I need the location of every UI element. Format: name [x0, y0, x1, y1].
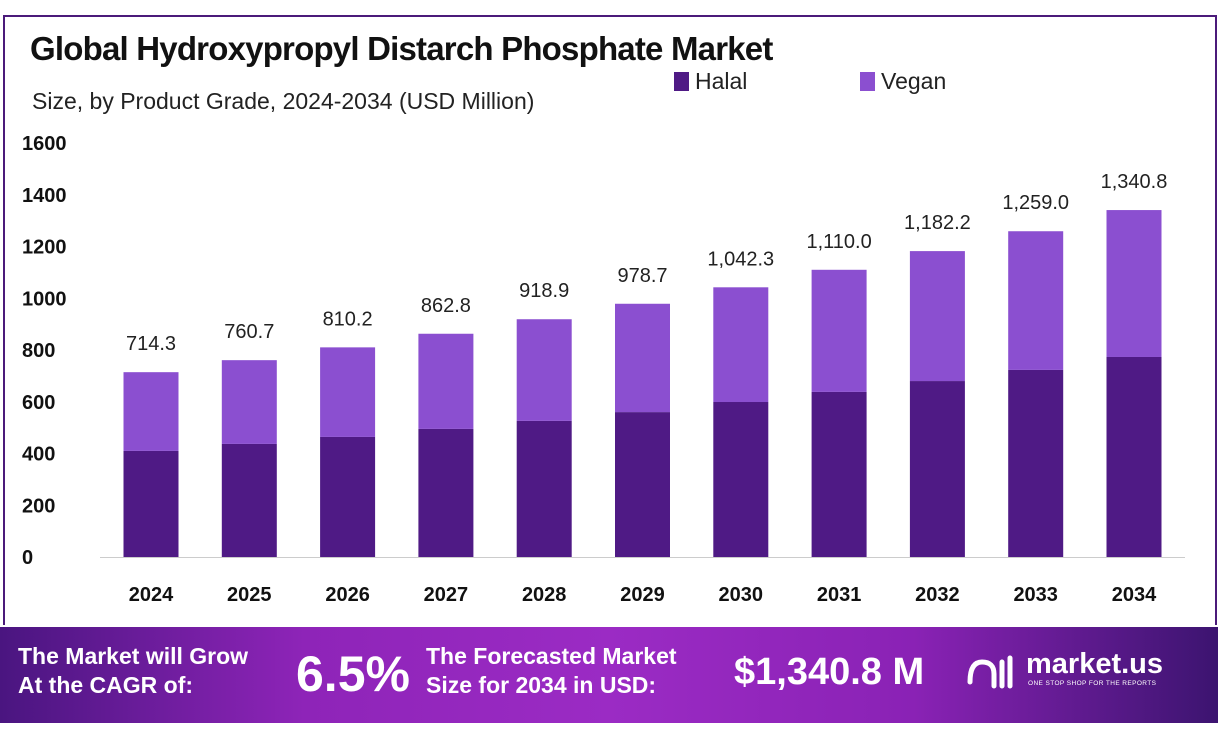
forecast-label: The Forecasted Market Size for 2034 in US… [426, 642, 677, 700]
bar-vegan [1106, 210, 1162, 357]
bar-vegan [615, 303, 670, 413]
y-tick-label: 600 [22, 392, 55, 414]
y-tick-label: 0 [22, 547, 33, 569]
brand-name: market.us [1026, 648, 1164, 680]
x-tick-label: 2030 [719, 584, 764, 606]
x-tick-label: 2024 [129, 584, 174, 606]
legend-swatch-halal [674, 72, 689, 91]
bar-vegan [516, 319, 572, 421]
data-label: 978.7 [617, 265, 667, 287]
bar-halal [1106, 356, 1162, 557]
data-label: 1,042.3 [707, 248, 774, 270]
bar-vegan [418, 333, 474, 429]
y-tick-label: 1000 [22, 288, 67, 310]
cagr-label: The Market will Grow At the CAGR of: [18, 642, 248, 700]
x-tick-label: 2031 [817, 584, 862, 606]
chart-title: Global Hydroxypropyl Distarch Phosphate … [30, 30, 773, 67]
brand-tagline: ONE STOP SHOP FOR THE REPORTS [1028, 680, 1157, 687]
x-tick-label: 2034 [1112, 584, 1157, 606]
x-tick-label: 2032 [915, 584, 960, 606]
bar-vegan [221, 360, 277, 444]
bar-halal [615, 412, 670, 557]
y-tick-label: 400 [22, 444, 55, 466]
y-tick-label: 800 [22, 340, 55, 362]
bar-halal [713, 402, 769, 557]
legend-label-vegan: Vegan [881, 68, 947, 94]
chart-subtitle: Size, by Product Grade, 2024-2034 (USD M… [32, 88, 535, 114]
data-label: 760.7 [224, 321, 274, 343]
cagr-label-line1: The Market will Grow [18, 643, 249, 669]
y-tick-label: 200 [22, 495, 55, 517]
bar-vegan [811, 269, 867, 392]
data-label: 714.3 [126, 333, 176, 355]
x-tick-label: 2025 [227, 584, 272, 606]
y-tick-label: 1600 [22, 133, 67, 155]
data-label: 1,182.2 [904, 212, 971, 234]
data-label: 862.8 [421, 295, 471, 317]
y-tick-label: 1200 [22, 237, 67, 259]
legend-vegan: Vegan [860, 68, 946, 95]
bar-halal [123, 450, 179, 557]
market-us-logo-icon [967, 655, 1013, 689]
data-label: 1,110.0 [806, 231, 871, 253]
bar-vegan [909, 251, 965, 382]
bar-halal [1008, 369, 1064, 557]
x-tick-label: 2028 [522, 584, 567, 606]
bar-halal [811, 391, 867, 557]
data-label: 1,259.0 [1002, 192, 1069, 214]
x-tick-label: 2033 [1013, 584, 1058, 606]
x-tick-label: 2027 [424, 584, 469, 606]
forecast-value: $1,340.8 M [734, 651, 925, 693]
bar-vegan [320, 347, 376, 437]
data-label: 810.2 [323, 308, 373, 330]
bar-halal [909, 381, 965, 557]
bar-halal [418, 428, 474, 557]
bar-halal [516, 420, 572, 557]
legend-swatch-vegan [860, 72, 875, 91]
legend-label-halal: Halal [695, 68, 748, 94]
bar-halal [221, 443, 277, 557]
bar-vegan [713, 287, 769, 403]
chart-frame [3, 15, 1217, 625]
data-label: 1,340.8 [1101, 171, 1168, 193]
data-label: 918.9 [519, 280, 569, 302]
legend-halal: Halal [674, 68, 747, 95]
footer-banner [0, 627, 1218, 723]
forecast-label-line1: The Forecasted Market [426, 643, 677, 669]
bar-vegan [1008, 231, 1064, 370]
x-tick-label: 2026 [325, 584, 370, 606]
forecast-label-line2: Size for 2034 in USD: [426, 672, 657, 698]
bar-halal [320, 436, 376, 557]
cagr-value: 6.5% [296, 646, 410, 702]
bar-vegan [123, 372, 179, 451]
cagr-label-line2: At the CAGR of: [18, 672, 194, 698]
x-tick-label: 2029 [620, 584, 665, 606]
bar-chart: 0 200 400 600 800 1000 1200 1400 1600 714.3 2024 76… [22, 133, 1185, 606]
y-tick-label: 1400 [22, 185, 67, 207]
